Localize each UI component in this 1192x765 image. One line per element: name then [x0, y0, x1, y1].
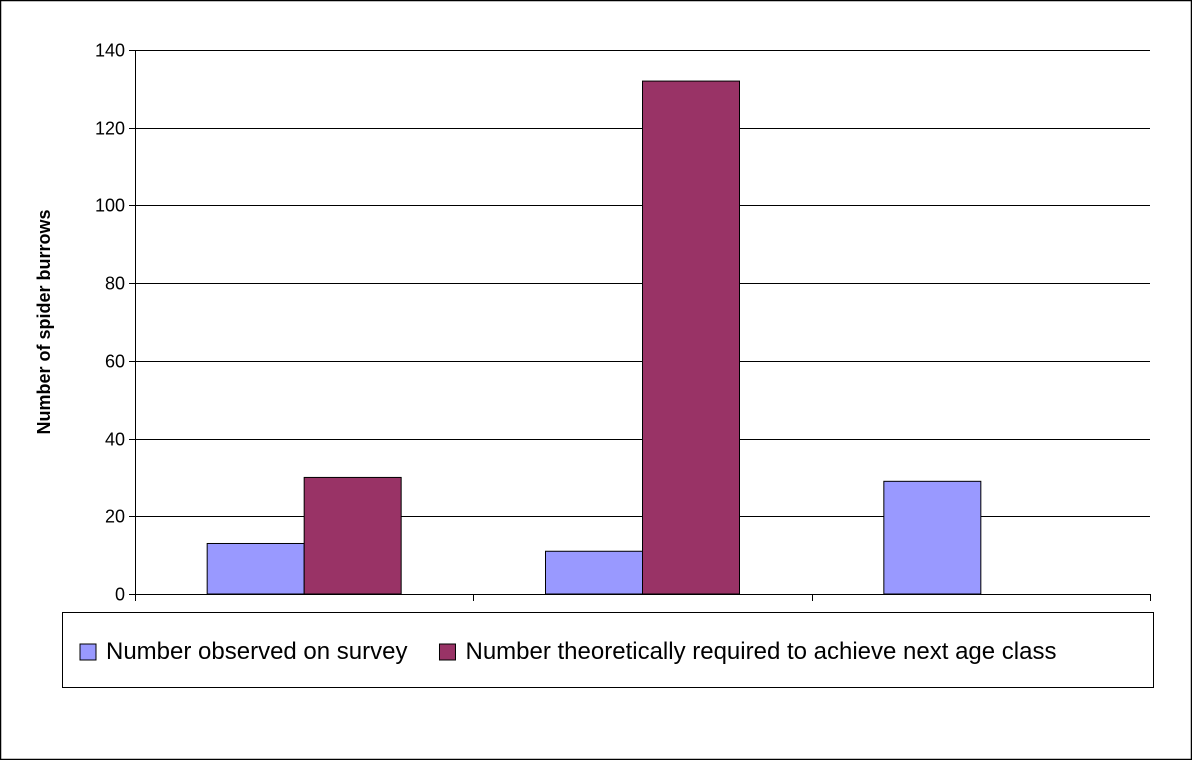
y-tick-label: 20	[105, 507, 125, 527]
y-tick-label: 140	[95, 41, 125, 61]
y-tick-label: 60	[105, 352, 125, 372]
legend-label: Number theoretically required to achieve…	[465, 638, 1056, 665]
legend-label: Number observed on survey	[106, 638, 407, 665]
bars	[206, 80, 982, 595]
bar	[642, 80, 740, 595]
bar	[883, 480, 982, 595]
legend: Number observed on survey Number theoreti…	[62, 612, 1154, 688]
axes	[129, 50, 1151, 601]
y-tick-label: 80	[105, 274, 125, 294]
y-tick-label: 100	[95, 196, 125, 216]
y-axis-title: Number of spider burrows	[34, 209, 54, 434]
bar	[303, 476, 402, 595]
legend-swatch	[79, 643, 97, 661]
bar	[545, 550, 643, 595]
y-tick-label: 0	[115, 585, 125, 605]
y-tick-label: 40	[105, 430, 125, 450]
y-tick-label: 120	[95, 119, 125, 139]
bar	[206, 542, 305, 595]
legend-box	[62, 612, 1154, 688]
legend-swatch	[438, 643, 456, 661]
